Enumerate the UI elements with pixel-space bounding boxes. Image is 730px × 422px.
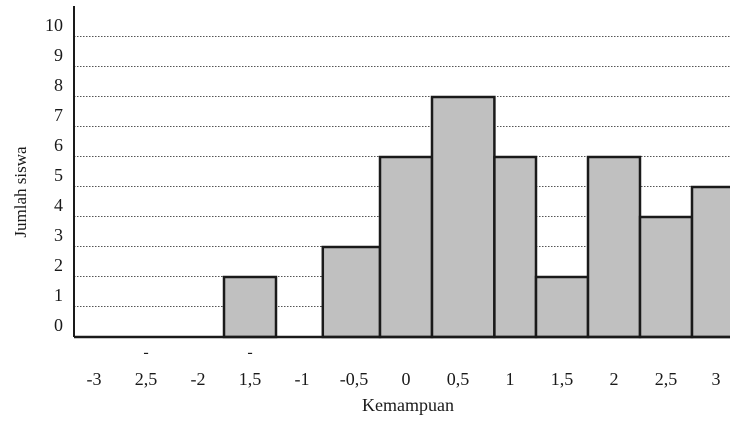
x-tick-label: -3 — [87, 369, 102, 389]
axes — [73, 6, 730, 339]
x-tick-label: 2,5 — [655, 369, 678, 389]
y-tick-label: 8 — [54, 75, 63, 95]
x-tick-label: 0,5 — [447, 369, 470, 389]
y-tick-label: 2 — [54, 255, 63, 275]
x-tick-label: 2 — [610, 369, 619, 389]
y-tick-label: 3 — [54, 225, 63, 245]
x-tick-label: 1,5 — [239, 369, 262, 389]
y-tick-label: 7 — [54, 105, 63, 125]
y-tick-label: 0 — [54, 315, 63, 335]
bar — [430, 95, 496, 339]
y-tick-labels: 0 1 2 3 4 5 6 7 8 9 10 — [45, 15, 63, 335]
x-tick-minus-sign: - — [247, 344, 252, 361]
bar — [493, 155, 538, 339]
x-axis-label: Kemampuan — [362, 395, 454, 415]
bar — [690, 185, 730, 339]
x-tick-minus-sign: - — [143, 344, 148, 361]
y-tick-label: 1 — [54, 285, 63, 305]
bar — [586, 155, 642, 339]
x-tick-label: 1,5 — [551, 369, 574, 389]
bar — [222, 275, 278, 339]
y-tick-label: 6 — [54, 135, 63, 155]
y-tick-label: 9 — [54, 45, 63, 65]
x-tick-label: 3 — [712, 369, 721, 389]
x-tick-label: 0 — [402, 369, 411, 389]
bar — [534, 275, 590, 339]
y-tick-label: 4 — [54, 195, 63, 215]
y-tick-label: 5 — [54, 165, 63, 185]
x-tick-label: -1 — [295, 369, 310, 389]
x-tick-label: -2 — [191, 369, 206, 389]
bar — [638, 215, 694, 339]
bar — [321, 245, 382, 339]
x-tick-label: -0,5 — [340, 369, 369, 389]
bar — [378, 155, 434, 339]
y-axis-label: Jumlah siswa — [11, 146, 30, 238]
x-tick-labels: -3 2,5 - -2 1,5 - -1 -0,5 0 0,5 1 1,5 2 2,5 3 — [87, 344, 721, 389]
y-tick-label: 10 — [45, 15, 63, 35]
x-tick-label: 1 — [506, 369, 515, 389]
x-tick-label: 2,5 — [135, 369, 158, 389]
